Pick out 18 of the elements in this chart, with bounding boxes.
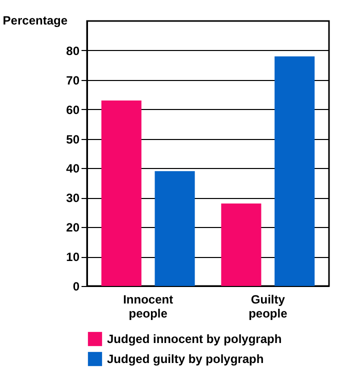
- x-tick-label: Innocent people: [123, 292, 174, 320]
- bar: [274, 56, 315, 286]
- x-tick-label: Guilty people: [248, 292, 288, 320]
- bar: [154, 171, 195, 286]
- y-tick-label: 30: [66, 191, 80, 206]
- y-tick-label: 10: [66, 250, 80, 264]
- bar: [221, 204, 262, 286]
- y-tick-label: 20: [66, 220, 80, 235]
- legend-label: Judged innocent by polygraph: [107, 332, 282, 346]
- y-tick-label: 70: [66, 73, 80, 88]
- y-tick-label: 80: [66, 44, 80, 58]
- y-tick-label: 50: [66, 132, 80, 146]
- y-tick-label: 60: [66, 102, 80, 117]
- y-axis-title: Percentage: [2, 14, 68, 28]
- y-tick-label: 40: [66, 162, 80, 176]
- legend-label: Judged guilty by polygraph: [107, 352, 264, 366]
- bar: [101, 100, 142, 286]
- y-tick-label: 0: [72, 280, 80, 294]
